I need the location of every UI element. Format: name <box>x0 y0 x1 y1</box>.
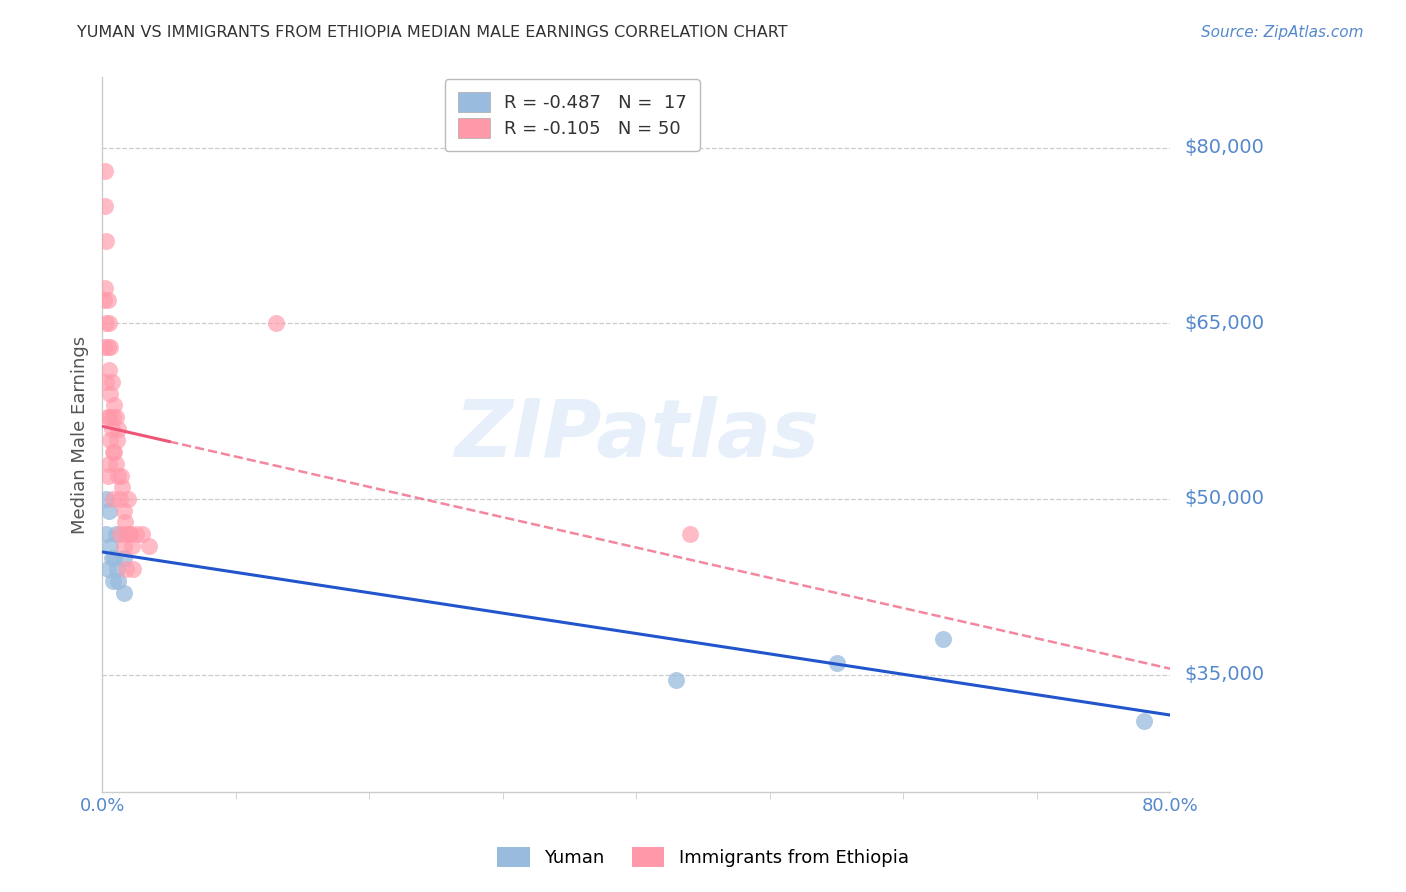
Point <box>104 409 127 424</box>
Point <box>100 434 122 448</box>
Point <box>115 527 138 541</box>
Point <box>98 409 121 424</box>
Point <box>100 340 122 354</box>
Point <box>97 293 120 307</box>
Point <box>118 527 141 541</box>
Point <box>97 409 120 424</box>
Point <box>100 386 122 401</box>
Point <box>98 457 121 471</box>
Point <box>104 527 127 541</box>
Point <box>110 468 132 483</box>
Text: Source: ZipAtlas.com: Source: ZipAtlas.com <box>1201 25 1364 40</box>
Point <box>121 539 143 553</box>
Point <box>98 316 121 330</box>
Text: $35,000: $35,000 <box>1184 665 1264 684</box>
Text: $80,000: $80,000 <box>1184 138 1264 157</box>
Point <box>94 164 117 178</box>
Point <box>101 574 124 588</box>
Point <box>96 375 118 389</box>
Text: $65,000: $65,000 <box>1184 314 1264 333</box>
Legend: Yuman, Immigrants from Ethiopia: Yuman, Immigrants from Ethiopia <box>491 839 915 874</box>
Point <box>98 363 121 377</box>
Point <box>107 422 129 436</box>
Point <box>825 656 848 670</box>
Point <box>101 550 124 565</box>
Point <box>117 491 139 506</box>
Point <box>264 316 287 330</box>
Point <box>107 468 129 483</box>
Point <box>96 316 118 330</box>
Point <box>104 457 127 471</box>
Point <box>96 527 118 541</box>
Point <box>679 527 702 541</box>
Point <box>125 527 148 541</box>
Point <box>112 539 135 553</box>
Point <box>101 375 124 389</box>
Point <box>114 516 136 530</box>
Point <box>105 434 128 448</box>
Point <box>101 409 124 424</box>
Point <box>932 632 955 647</box>
Point <box>94 281 117 295</box>
Point <box>103 398 125 412</box>
Text: YUMAN VS IMMIGRANTS FROM ETHIOPIA MEDIAN MALE EARNINGS CORRELATION CHART: YUMAN VS IMMIGRANTS FROM ETHIOPIA MEDIAN… <box>77 25 787 40</box>
Point <box>103 550 125 565</box>
Point <box>93 293 115 307</box>
Point <box>107 574 129 588</box>
Point <box>100 539 122 553</box>
Point <box>108 527 131 541</box>
Point <box>112 585 135 599</box>
Point <box>120 527 142 541</box>
Point <box>138 539 160 553</box>
Text: ZIPatlas: ZIPatlas <box>454 395 818 474</box>
Legend: R = -0.487   N =  17, R = -0.105   N = 50: R = -0.487 N = 17, R = -0.105 N = 50 <box>444 79 700 151</box>
Point <box>97 340 120 354</box>
Point <box>105 562 128 576</box>
Point <box>101 445 124 459</box>
Point <box>101 491 124 506</box>
Point <box>97 562 120 576</box>
Point <box>1132 714 1154 729</box>
Point <box>108 491 131 506</box>
Text: $50,000: $50,000 <box>1184 490 1264 508</box>
Point <box>94 199 117 213</box>
Point <box>131 527 153 541</box>
Point <box>112 504 135 518</box>
Point <box>96 235 118 249</box>
Point <box>93 340 115 354</box>
Point <box>96 491 118 506</box>
Point <box>103 445 125 459</box>
Point <box>111 480 134 494</box>
Point <box>101 422 124 436</box>
Point <box>97 468 120 483</box>
Point <box>112 550 135 565</box>
Point <box>122 562 145 576</box>
Point <box>665 673 688 688</box>
Point <box>98 504 121 518</box>
Y-axis label: Median Male Earnings: Median Male Earnings <box>72 335 89 533</box>
Point <box>115 562 138 576</box>
